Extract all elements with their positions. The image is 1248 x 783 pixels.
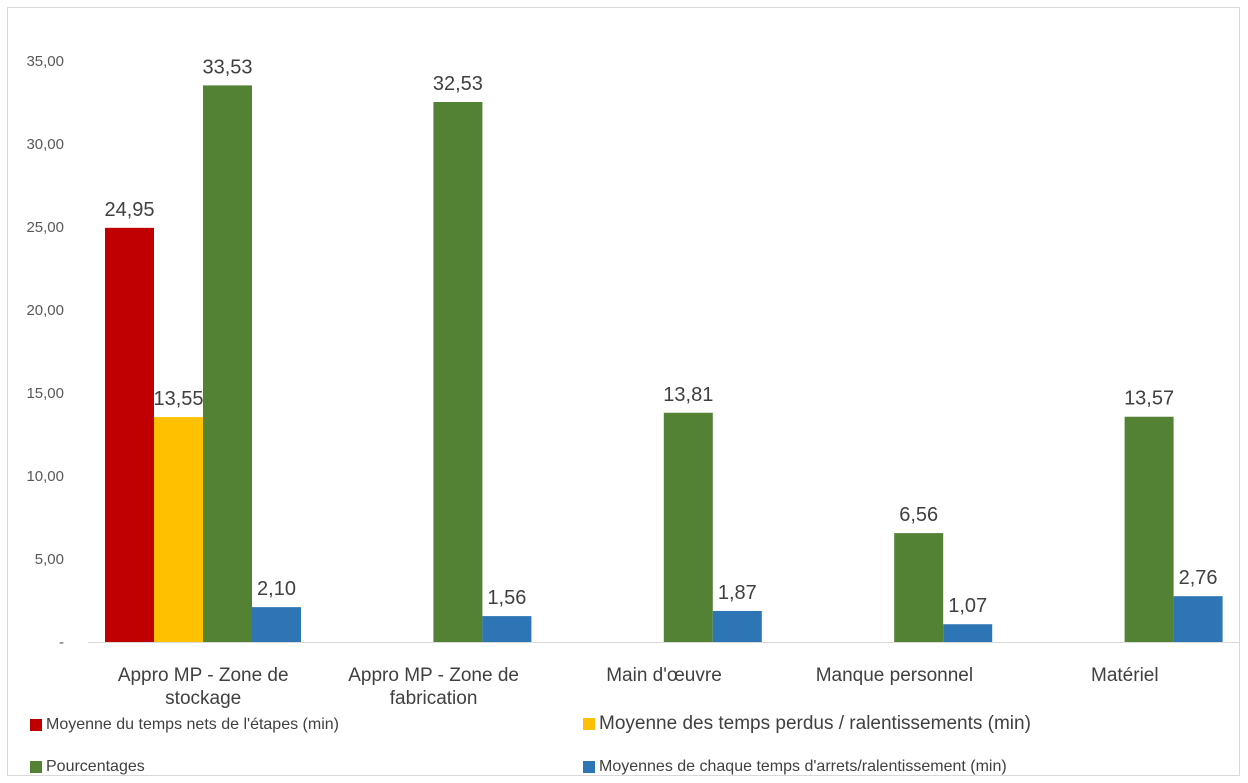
legend-label: Moyenne du temps nets de l'étapes (min) [46,716,339,733]
bar [154,417,203,642]
data-label: 1,56 [487,587,526,609]
data-label: 2,76 [1179,567,1218,589]
bar [203,85,252,643]
category-label: Matériel [1091,665,1159,686]
category-label-line: Matériel [1091,665,1159,686]
category-label-line: fabrication [390,688,478,709]
legend-item: Moyennes de chaque temps d'arrets/ralent… [583,758,1007,776]
data-label: 13,55 [153,388,203,410]
category-label-line: Appro MP - Zone de [118,665,289,686]
bar [894,533,944,642]
category-label: Manque personnel [816,665,973,686]
bar [1173,596,1223,642]
category-label: Appro MP - Zone de stockage [118,665,289,709]
bar [1124,416,1174,642]
bar [433,102,483,642]
category-label-line: Main d'œuvre [606,665,722,686]
y-tick-label: 15,00 [26,385,64,402]
bar [943,624,993,642]
chart-frame [7,7,1240,776]
y-tick-label: 35,00 [26,53,64,70]
y-tick-label: 30,00 [26,136,64,153]
legend-swatch [583,718,595,730]
bar [482,616,532,642]
data-label: 1,07 [948,595,987,617]
legend-item: Moyenne du temps nets de l'étapes (min) [30,716,339,734]
legend-label: Pourcentages [46,758,145,775]
legend-item: Pourcentages [30,758,145,776]
data-label: 6,56 [899,504,938,526]
data-label: 13,81 [663,384,713,406]
y-tick-label: 5,00 [35,551,64,568]
bar [105,227,154,642]
category-label: Main d'œuvre [606,665,722,686]
data-label: 32,53 [433,73,483,95]
y-tick-label: 10,00 [26,468,64,485]
y-tick-label: 25,00 [26,219,64,236]
data-label: 33,53 [202,56,252,78]
y-tick-label: - [59,634,64,651]
legend-swatch [30,761,42,773]
data-label: 13,57 [1124,388,1174,410]
legend-item: Moyenne des temps perdus / ralentissemen… [583,713,1031,735]
data-label: 2,10 [257,578,296,600]
bar [712,610,762,642]
bar [252,607,301,642]
legend-swatch [583,761,595,773]
bar [663,412,713,642]
legend-label: Moyennes de chaque temps d'arrets/ralent… [599,758,1007,775]
legend-swatch [30,719,42,731]
y-tick-label: 20,00 [26,302,64,319]
data-label: 24,95 [104,199,154,221]
category-label-line: stockage [165,688,241,709]
category-label-line: Manque personnel [816,665,973,686]
data-label: 1,87 [718,582,757,604]
category-label-line: Appro MP - Zone de [348,665,519,686]
legend-label: Moyenne des temps perdus / ralentissemen… [599,713,1031,734]
category-label: Appro MP - Zone de fabrication [348,665,519,709]
